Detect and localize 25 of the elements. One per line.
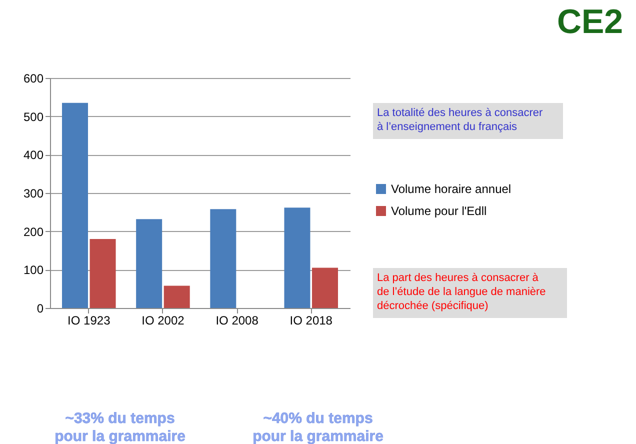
y-tick-label: 300: [23, 186, 44, 200]
y-tick-label: 500: [23, 110, 44, 124]
x-tick-label: IO 2018: [290, 314, 333, 328]
text: La totalité des heures à consacrer à l’enseignement du français: [377, 107, 544, 133]
text: ~40% du temps pour la grammaire: [252, 410, 384, 444]
legend-label: Volume horaire annuel: [391, 182, 512, 196]
y-tick-label: 100: [23, 263, 44, 278]
bar: [210, 209, 236, 308]
x-tick-label: IO 1923: [68, 314, 111, 328]
text: CE2: [556, 3, 624, 41]
y-tick-label: 0: [36, 302, 44, 316]
x-tick-label: IO 2008: [216, 314, 259, 328]
bar: [284, 208, 310, 308]
y-tick-label: 200: [23, 224, 44, 239]
bar: [136, 219, 162, 308]
y-tick-label: 400: [23, 148, 44, 162]
bar: [62, 102, 88, 308]
y-tick-label: 600: [23, 72, 44, 86]
x-tick-label: IO 2002: [142, 314, 185, 328]
legend-label: Volume pour l'Edll: [391, 204, 487, 218]
bar: [312, 268, 338, 308]
text: ~33% du temps pour la grammaire: [54, 410, 186, 444]
bar: [90, 239, 116, 308]
text: La part des heures à consacrer à de l’étude de la langue de manière décrochée (spécifique): [377, 272, 546, 312]
bar: [164, 286, 190, 308]
